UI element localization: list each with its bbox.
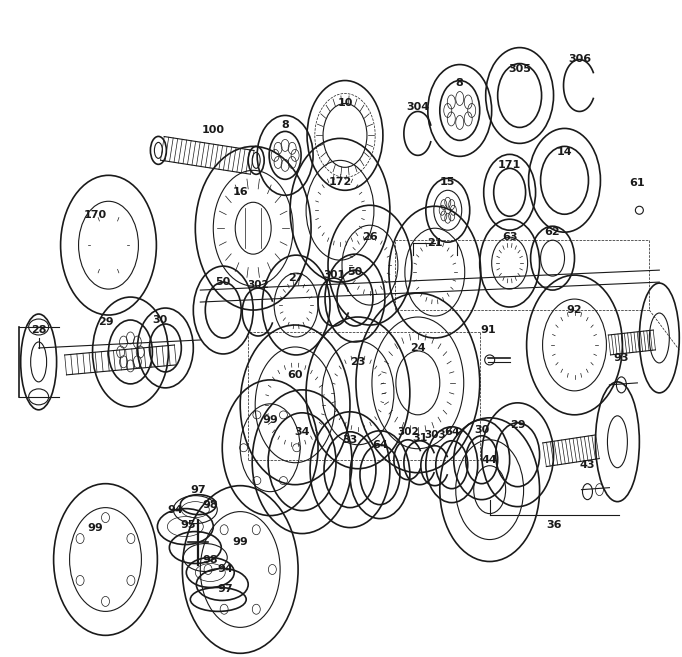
Text: 63: 63 [502,232,518,242]
Text: 92: 92 [567,305,582,315]
Text: 27: 27 [288,273,304,283]
Text: 16: 16 [233,187,248,197]
Text: 15: 15 [440,177,456,187]
Text: 64: 64 [372,440,388,450]
Text: 303: 303 [424,430,445,440]
Text: 97: 97 [190,485,206,495]
Text: 30: 30 [153,315,168,325]
Text: 94: 94 [218,564,233,574]
Text: 30: 30 [474,425,489,435]
Text: 97: 97 [218,585,233,595]
Text: 10: 10 [338,99,353,108]
Text: 34: 34 [295,427,310,437]
Text: 91: 91 [480,325,496,335]
Text: 33: 33 [342,435,357,445]
Text: 50: 50 [347,267,363,277]
Text: 31: 31 [412,433,428,443]
Text: 29: 29 [510,420,525,430]
Text: 306: 306 [568,54,591,64]
Text: 50: 50 [216,277,231,287]
Text: 43: 43 [580,460,595,470]
Text: 301: 301 [323,270,345,280]
Text: 8: 8 [456,78,464,87]
Text: 60: 60 [287,370,303,380]
Text: 99: 99 [263,415,278,425]
Text: 93: 93 [614,353,629,363]
Text: 98: 98 [203,499,218,510]
Text: 170: 170 [84,210,107,220]
Text: 94: 94 [168,505,183,514]
Text: 171: 171 [498,160,521,170]
Text: 99: 99 [233,537,248,547]
Text: 172: 172 [328,177,352,187]
Text: 304: 304 [406,102,430,112]
Text: 29: 29 [98,317,113,327]
Text: 64: 64 [444,427,460,437]
Text: 14: 14 [557,147,572,158]
Text: 95: 95 [181,520,196,530]
Text: 302: 302 [248,280,269,290]
Text: 44: 44 [481,455,498,464]
Text: 23: 23 [351,357,366,367]
Text: 98: 98 [203,555,218,564]
Text: 99: 99 [88,522,104,533]
Text: 28: 28 [31,325,46,335]
Text: 305: 305 [508,64,531,74]
Text: 24: 24 [410,343,426,353]
Text: 26: 26 [362,232,378,242]
Text: 100: 100 [202,125,225,135]
Text: 21: 21 [427,238,443,248]
Text: 302: 302 [397,427,419,437]
Text: 61: 61 [629,178,645,189]
Text: 62: 62 [545,227,561,237]
Text: 36: 36 [547,520,562,530]
Text: 8: 8 [281,120,289,131]
